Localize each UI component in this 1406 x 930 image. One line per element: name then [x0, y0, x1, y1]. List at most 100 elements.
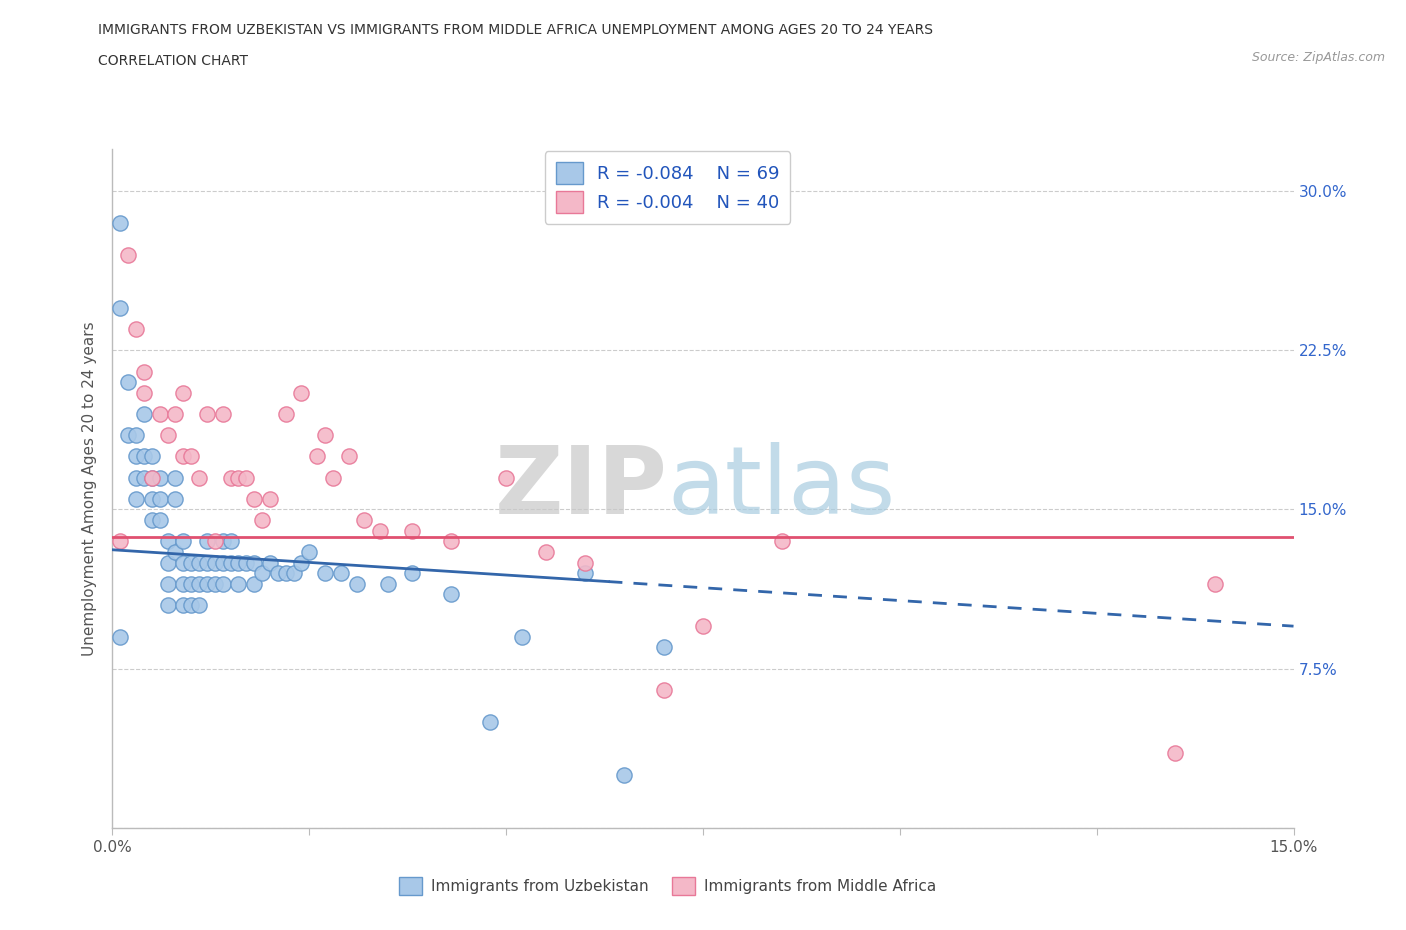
Point	[479, 714, 502, 729]
Point	[125, 449, 148, 464]
Point	[243, 491, 266, 506]
Point	[165, 491, 187, 506]
Point	[132, 449, 155, 464]
Point	[283, 565, 305, 580]
Point	[1204, 577, 1226, 591]
Point	[156, 555, 179, 570]
Point	[574, 565, 596, 580]
Point	[510, 630, 533, 644]
Point	[149, 491, 172, 506]
Point	[219, 534, 242, 549]
Point	[267, 565, 290, 580]
Point	[110, 300, 132, 315]
Point	[219, 471, 242, 485]
Point	[250, 512, 273, 527]
Point	[377, 577, 399, 591]
Point	[149, 512, 172, 527]
Point	[307, 449, 329, 464]
Point	[219, 555, 242, 570]
Point	[172, 449, 194, 464]
Point	[180, 597, 202, 612]
Point	[329, 565, 352, 580]
Text: IMMIGRANTS FROM UZBEKISTAN VS IMMIGRANTS FROM MIDDLE AFRICA UNEMPLOYMENT AMONG A: IMMIGRANTS FROM UZBEKISTAN VS IMMIGRANTS…	[98, 23, 934, 37]
Point	[250, 565, 273, 580]
Point	[652, 683, 675, 698]
Point	[117, 247, 139, 262]
Point	[495, 471, 517, 485]
Point	[401, 565, 423, 580]
Point	[401, 524, 423, 538]
Point	[125, 428, 148, 443]
Point	[204, 534, 226, 549]
Point	[211, 534, 233, 549]
Point	[156, 597, 179, 612]
Point	[243, 577, 266, 591]
Legend: Immigrants from Uzbekistan, Immigrants from Middle Africa: Immigrants from Uzbekistan, Immigrants f…	[394, 870, 942, 901]
Point	[125, 322, 148, 337]
Point	[165, 406, 187, 421]
Point	[110, 630, 132, 644]
Point	[211, 555, 233, 570]
Point	[353, 512, 375, 527]
Point	[188, 597, 211, 612]
Point	[228, 577, 250, 591]
Point	[172, 534, 194, 549]
Point	[346, 577, 368, 591]
Text: CORRELATION CHART: CORRELATION CHART	[98, 54, 249, 68]
Point	[180, 577, 202, 591]
Text: Source: ZipAtlas.com: Source: ZipAtlas.com	[1251, 51, 1385, 64]
Point	[235, 471, 257, 485]
Point	[141, 471, 163, 485]
Point	[368, 524, 391, 538]
Text: ZIP: ZIP	[495, 443, 668, 534]
Point	[110, 216, 132, 231]
Point	[337, 449, 360, 464]
Point	[141, 512, 163, 527]
Point	[149, 406, 172, 421]
Point	[290, 555, 312, 570]
Point	[440, 587, 463, 602]
Text: atlas: atlas	[668, 443, 896, 534]
Point	[180, 449, 202, 464]
Point	[195, 406, 218, 421]
Point	[195, 555, 218, 570]
Point	[132, 365, 155, 379]
Point	[314, 428, 336, 443]
Point	[149, 471, 172, 485]
Point	[188, 471, 211, 485]
Point	[172, 597, 194, 612]
Point	[132, 385, 155, 400]
Point	[117, 428, 139, 443]
Point	[298, 544, 321, 559]
Point	[534, 544, 557, 559]
Point	[156, 577, 179, 591]
Point	[211, 577, 233, 591]
Y-axis label: Unemployment Among Ages 20 to 24 years: Unemployment Among Ages 20 to 24 years	[82, 321, 97, 656]
Point	[172, 385, 194, 400]
Point	[165, 544, 187, 559]
Point	[110, 534, 132, 549]
Point	[188, 577, 211, 591]
Point	[156, 428, 179, 443]
Point	[770, 534, 793, 549]
Point	[440, 534, 463, 549]
Point	[204, 577, 226, 591]
Point	[204, 555, 226, 570]
Point	[274, 406, 297, 421]
Point	[180, 555, 202, 570]
Point	[156, 534, 179, 549]
Point	[692, 618, 714, 633]
Point	[141, 449, 163, 464]
Point	[235, 555, 257, 570]
Point	[195, 577, 218, 591]
Point	[172, 577, 194, 591]
Point	[290, 385, 312, 400]
Point	[141, 491, 163, 506]
Point	[132, 471, 155, 485]
Point	[228, 471, 250, 485]
Point	[613, 767, 636, 782]
Point	[125, 491, 148, 506]
Point	[228, 555, 250, 570]
Point	[195, 534, 218, 549]
Point	[652, 640, 675, 655]
